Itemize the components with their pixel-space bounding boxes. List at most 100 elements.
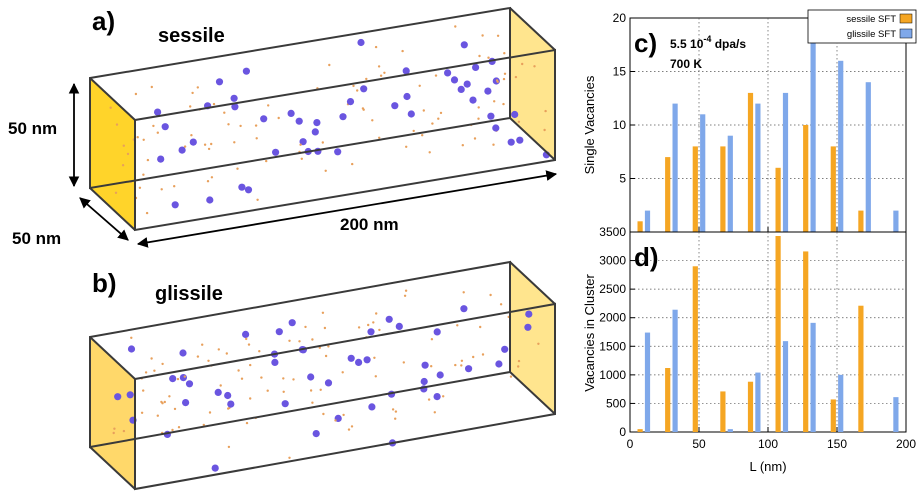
vacancy-particle xyxy=(358,326,360,328)
bar-sessile xyxy=(638,429,643,432)
bar-glissile xyxy=(811,323,816,432)
cluster-particle xyxy=(238,184,245,191)
vacancy-particle xyxy=(378,137,380,139)
legend-sessile-swatch xyxy=(900,14,912,23)
vacancy-particle xyxy=(282,377,284,379)
vacancy-particle xyxy=(152,125,154,127)
vacancy-particle xyxy=(207,360,209,362)
vacancy-particle xyxy=(356,89,358,91)
cluster-particle xyxy=(472,64,479,71)
legend-glissile-swatch xyxy=(900,29,912,38)
vacancy-particle xyxy=(265,160,267,162)
bar-sessile xyxy=(776,236,781,432)
cluster-particle xyxy=(272,149,279,156)
panel-d-label: d) xyxy=(634,242,659,272)
cluster-particle xyxy=(169,375,176,382)
vacancy-particle xyxy=(143,139,145,141)
vacancy-particle xyxy=(352,85,354,87)
vacancy-particle xyxy=(267,390,269,392)
vacancy-particle xyxy=(164,401,166,403)
vacancy-particle xyxy=(518,121,520,123)
vacancy-particle xyxy=(127,153,129,155)
vacancy-particle xyxy=(461,360,463,362)
cluster-particle xyxy=(487,113,494,120)
vacancy-particle xyxy=(487,57,489,59)
vacancy-particle xyxy=(288,457,290,459)
vacancy-particle xyxy=(462,144,464,146)
y-tick-label: 3000 xyxy=(599,254,626,268)
legend-glissile-label: glissile SFT xyxy=(847,29,896,40)
vacancy-particle xyxy=(504,73,506,75)
x-tick-label: 50 xyxy=(692,437,706,451)
vacancy-particle xyxy=(375,46,377,48)
vacancy-particle xyxy=(405,146,407,148)
vacancy-particle xyxy=(365,78,367,80)
bar-sessile xyxy=(720,146,725,232)
cluster-particle xyxy=(501,346,508,353)
vacancy-particle xyxy=(477,118,479,120)
y-tick-label: 2500 xyxy=(599,282,626,296)
chart-c-ylabel: Single Vacancies xyxy=(582,75,597,174)
cluster-particle xyxy=(360,85,367,92)
bar-sessile xyxy=(776,168,781,232)
vacancy-particle xyxy=(210,143,212,145)
vacancy-particle xyxy=(325,355,327,357)
rate-annotation: 5.5 10-4 dpa/s xyxy=(670,34,746,51)
vacancy-particle xyxy=(292,378,294,380)
vacancy-particle xyxy=(255,124,257,126)
cluster-particle xyxy=(444,69,451,76)
vacancy-particle xyxy=(115,192,117,194)
x-tick-label: 100 xyxy=(758,437,778,451)
cluster-particle xyxy=(227,401,234,408)
vacancy-particle xyxy=(320,389,322,391)
vacancy-particle xyxy=(421,134,423,136)
cluster-particle xyxy=(313,430,320,437)
vacancy-particle xyxy=(311,338,313,340)
y-tick-label: 10 xyxy=(613,118,627,132)
vacancy-particle xyxy=(380,75,382,77)
vacancy-particle xyxy=(135,93,137,95)
vacancy-particle xyxy=(334,419,336,421)
y-tick-label: 2000 xyxy=(599,311,626,325)
cluster-particle xyxy=(421,378,428,385)
vacancy-particle xyxy=(236,168,238,170)
cluster-particle xyxy=(245,186,252,193)
cluster-particle xyxy=(391,102,398,109)
vacancy-particle xyxy=(267,104,269,106)
vacancy-particle xyxy=(190,134,192,136)
cluster-particle xyxy=(525,311,532,318)
vacancy-particle xyxy=(304,326,306,328)
cluster-particle xyxy=(460,305,467,312)
cluster-particle xyxy=(190,139,197,146)
cluster-particle xyxy=(484,88,491,95)
y-tick-label: 1000 xyxy=(599,368,626,382)
bar-glissile xyxy=(728,136,733,232)
bar-glissile xyxy=(866,82,871,232)
cluster-particle xyxy=(276,328,283,335)
vacancy-particle xyxy=(248,343,250,345)
vacancy-particle xyxy=(322,413,324,415)
chart-d-ylabel: Vacancies in Cluster xyxy=(582,274,597,392)
vacancy-particle xyxy=(150,357,152,359)
bar-sessile xyxy=(638,221,643,232)
vacancy-particle xyxy=(249,397,251,399)
vacancy-particle xyxy=(378,65,380,67)
vacancy-particle xyxy=(500,303,502,305)
panel-b-title: glissile xyxy=(155,283,223,305)
vacancy-particle xyxy=(434,411,436,413)
vacancy-particle xyxy=(233,141,235,143)
vacancy-particle xyxy=(173,185,175,187)
vacancy-particle xyxy=(373,357,375,359)
vacancy-particle xyxy=(510,375,512,377)
vacancy-particle xyxy=(142,174,144,176)
cluster-particle xyxy=(334,148,341,155)
chart-single-vacancies: 5101520 Single Vacancies c) 5.5 10-4 dpa… xyxy=(582,10,916,232)
vacancy-particle xyxy=(110,107,112,109)
vacancy-particle xyxy=(137,136,139,138)
vacancy-particle xyxy=(428,398,430,400)
chart-vacancies-in-cluster: 0500100015002000250030003500 0 50 100 150 20… xyxy=(582,225,916,474)
chart-d-xlabel: L (nm) xyxy=(749,459,786,474)
cluster-particle xyxy=(524,324,531,331)
vacancy-particle xyxy=(301,158,303,160)
vacancy-particle xyxy=(122,164,124,166)
